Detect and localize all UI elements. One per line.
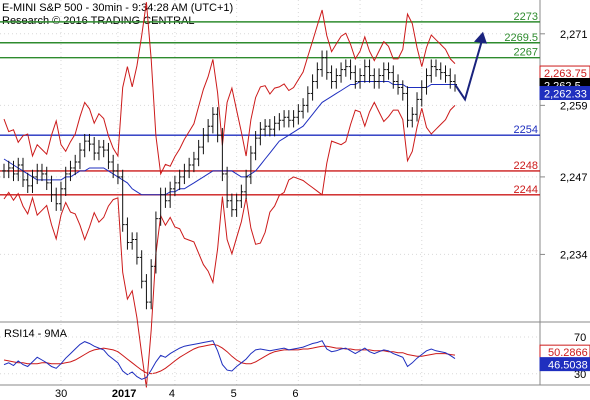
key-level-label: 2248 <box>514 160 538 172</box>
rsi-tick-label: 30 <box>574 369 586 381</box>
price-bars <box>2 50 457 310</box>
rsi-lines <box>3 340 456 380</box>
time-axis-label: 2017 <box>112 388 136 400</box>
moving-average <box>3 81 455 196</box>
key-level-label: 2244 <box>514 184 538 196</box>
rsi-ma-tag-box <box>539 357 590 372</box>
rsi-value-tag-label: 50.2866 <box>548 347 588 359</box>
price-tick-label: 2,259 <box>560 100 588 112</box>
rsi-panel-label: RSI14 - 9MA <box>4 328 68 340</box>
rsi-line <box>3 340 456 380</box>
bollinger-bands <box>3 2 456 388</box>
main-plot-area <box>0 0 590 323</box>
price-tick-label: 2,271 <box>560 29 588 41</box>
forecast-path-line <box>454 36 484 102</box>
rsi-ma-tag-label: 46.5038 <box>548 360 588 372</box>
price-tag-box <box>539 86 590 101</box>
moving-average-line <box>3 81 455 196</box>
key-levels: 2273 2269.5 2267 2254 2248 2244 <box>0 11 540 196</box>
rsi-ma-line <box>3 343 456 375</box>
price-axis-ticks: 2,271 2,259 2,247 2,234 <box>540 29 588 261</box>
key-level-label: 2273 <box>514 11 538 23</box>
rsi-panel: RSI14 - 9MA <box>0 322 590 386</box>
bollinger-upper-band <box>3 2 456 176</box>
time-axis-label: 6 <box>292 388 298 400</box>
rsi-tick-label: 70 <box>574 332 586 344</box>
price-tag-label: 2,263.75 <box>544 68 587 80</box>
price-tag-label: 2,262.33 <box>544 89 587 101</box>
forecast-arrow <box>454 31 487 102</box>
time-axis-labels: 30 2017 4 5 6 <box>55 388 298 400</box>
key-level-label: 2254 <box>514 124 538 136</box>
key-level-label: 2267 <box>514 47 538 59</box>
price-tags: 2,263.752,262.52,262.33 <box>539 65 590 101</box>
key-level-label: 2269.5 <box>504 32 538 44</box>
time-axis-label: 4 <box>169 388 175 400</box>
time-axis-label: 30 <box>55 388 67 400</box>
price-tick-label: 2,234 <box>560 249 588 261</box>
chart-header-research: Research © 2016 TRADING CENTRAL <box>2 15 195 27</box>
time-axis-label: 5 <box>231 388 237 400</box>
forecast-arrow-head <box>474 31 487 44</box>
rsi-axis-ticks: 70 30 <box>0 332 586 381</box>
price-tick-label: 2,247 <box>560 172 588 184</box>
bollinger-lower-band <box>3 101 456 388</box>
